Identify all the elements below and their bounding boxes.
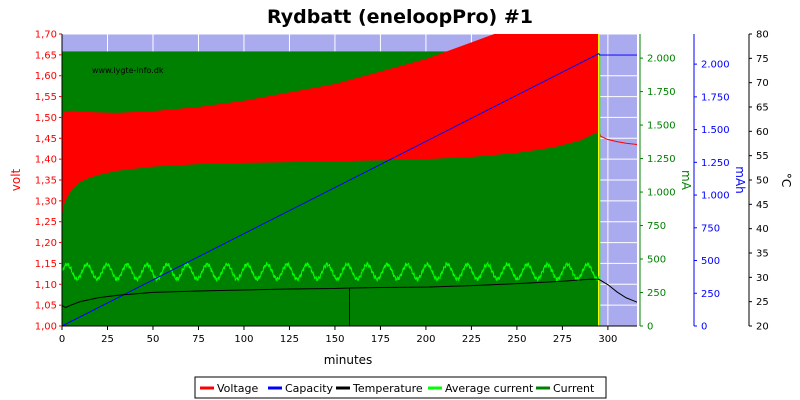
temperature-tick-label: 65	[756, 103, 769, 114]
legend-box	[194, 376, 607, 399]
mah-tick-label: 250	[701, 289, 720, 300]
ma-tick-label: 1.000	[647, 188, 676, 199]
temperature-axis-title: °C	[779, 173, 793, 187]
volt-tick-label: 1,30	[35, 196, 57, 207]
x-tick-label: 0	[59, 334, 65, 345]
ma-tick-label: 250	[647, 288, 666, 299]
voltage-series	[62, 34, 599, 218]
mah-tick-label: 1.500	[701, 125, 730, 136]
ma-tick-label: 500	[647, 255, 666, 266]
watermark: www.lygte-info.dk	[92, 66, 164, 75]
x-tick-label: 150	[325, 334, 344, 345]
volt-tick-label: 1,05	[35, 301, 57, 312]
x-tick-label: 125	[280, 334, 299, 345]
volt-tick-label: 1,60	[35, 71, 57, 82]
volt-tick-label: 1,20	[35, 238, 57, 249]
legend-label: Voltage	[217, 382, 258, 395]
ma-tick-label: 1.500	[647, 121, 676, 132]
voltage-rest-series	[598, 130, 638, 146]
temperature-tick-label: 20	[756, 322, 769, 333]
x-tick-label: 200	[416, 334, 435, 345]
chart-title: Rydbatt (eneloopPro) #1	[267, 6, 533, 28]
ma-axis-title: mA	[679, 170, 693, 191]
x-tick-label: 75	[192, 334, 205, 345]
volt-tick-label: 1,00	[35, 322, 57, 333]
capacity-series	[61, 52, 637, 327]
temperature-tick-label: 50	[756, 176, 769, 187]
volt-tick-label: 1,15	[35, 259, 57, 270]
x-tick-label: 300	[598, 334, 617, 345]
x-tick-label: 250	[507, 334, 526, 345]
ma-tick-label: 2.000	[647, 54, 676, 65]
x-tick-label: 225	[462, 334, 481, 345]
temperature-tick-label: 75	[756, 54, 769, 65]
x-tick-label: 275	[553, 334, 572, 345]
temperature-tick-label: 55	[756, 151, 769, 162]
volt-tick-label: 1,10	[35, 280, 57, 291]
ma-tick-label: 1.250	[647, 154, 676, 165]
legend-label: Current	[553, 382, 595, 395]
temperature-tick-label: 25	[756, 297, 769, 308]
temperature-tick-label: 70	[756, 78, 769, 89]
series-layer	[61, 34, 638, 327]
temperature-tick-label: 40	[756, 224, 769, 235]
volt-tick-label: 1,65	[35, 50, 57, 61]
temperature-tick-label: 45	[756, 200, 769, 211]
x-axis-title: minutes	[324, 353, 373, 367]
x-tick-label: 175	[371, 334, 390, 345]
temperature-tick-label: 80	[756, 30, 769, 41]
x-tick-label: 50	[147, 334, 160, 345]
legend-label: Average current	[445, 382, 534, 395]
mah-tick-label: 750	[701, 223, 720, 234]
volt-tick-label: 1,25	[35, 217, 57, 228]
axes: 0 25 50 75 100 125 150 175 200 225 250 275 3001,001,…	[35, 30, 769, 346]
volt-axis-title: volt	[9, 168, 23, 191]
temperature-tick-label: 30	[756, 273, 769, 284]
mah-tick-label: 1.250	[701, 158, 730, 169]
legend: Voltage Capacity Temperature Average curren…	[194, 376, 607, 399]
mah-axis-title: mAh	[733, 166, 747, 194]
x-tick-label: 25	[101, 334, 114, 345]
legend-label: Capacity	[285, 382, 334, 395]
ma-tick-label: 1.750	[647, 87, 676, 98]
legend-label: Temperature	[352, 382, 423, 395]
average-current-series	[61, 260, 600, 283]
temperature-tick-label: 60	[756, 127, 769, 138]
volt-tick-label: 1,45	[35, 134, 57, 145]
volt-tick-label: 1,40	[35, 155, 57, 166]
mah-tick-label: 2.000	[701, 60, 730, 71]
mah-tick-label: 0	[701, 322, 707, 333]
ma-tick-label: 0	[647, 322, 653, 333]
ma-tick-label: 750	[647, 221, 666, 232]
mah-tick-label: 1.750	[701, 92, 730, 103]
volt-tick-label: 1,35	[35, 176, 57, 187]
volt-tick-label: 1,55	[35, 92, 57, 103]
x-tick-label: 100	[234, 334, 253, 345]
mah-tick-label: 500	[701, 256, 720, 267]
temperature-tick-label: 35	[756, 249, 769, 260]
volt-tick-label: 1,70	[35, 30, 57, 41]
mah-tick-label: 1.000	[701, 191, 730, 202]
volt-tick-label: 1,50	[35, 113, 57, 124]
